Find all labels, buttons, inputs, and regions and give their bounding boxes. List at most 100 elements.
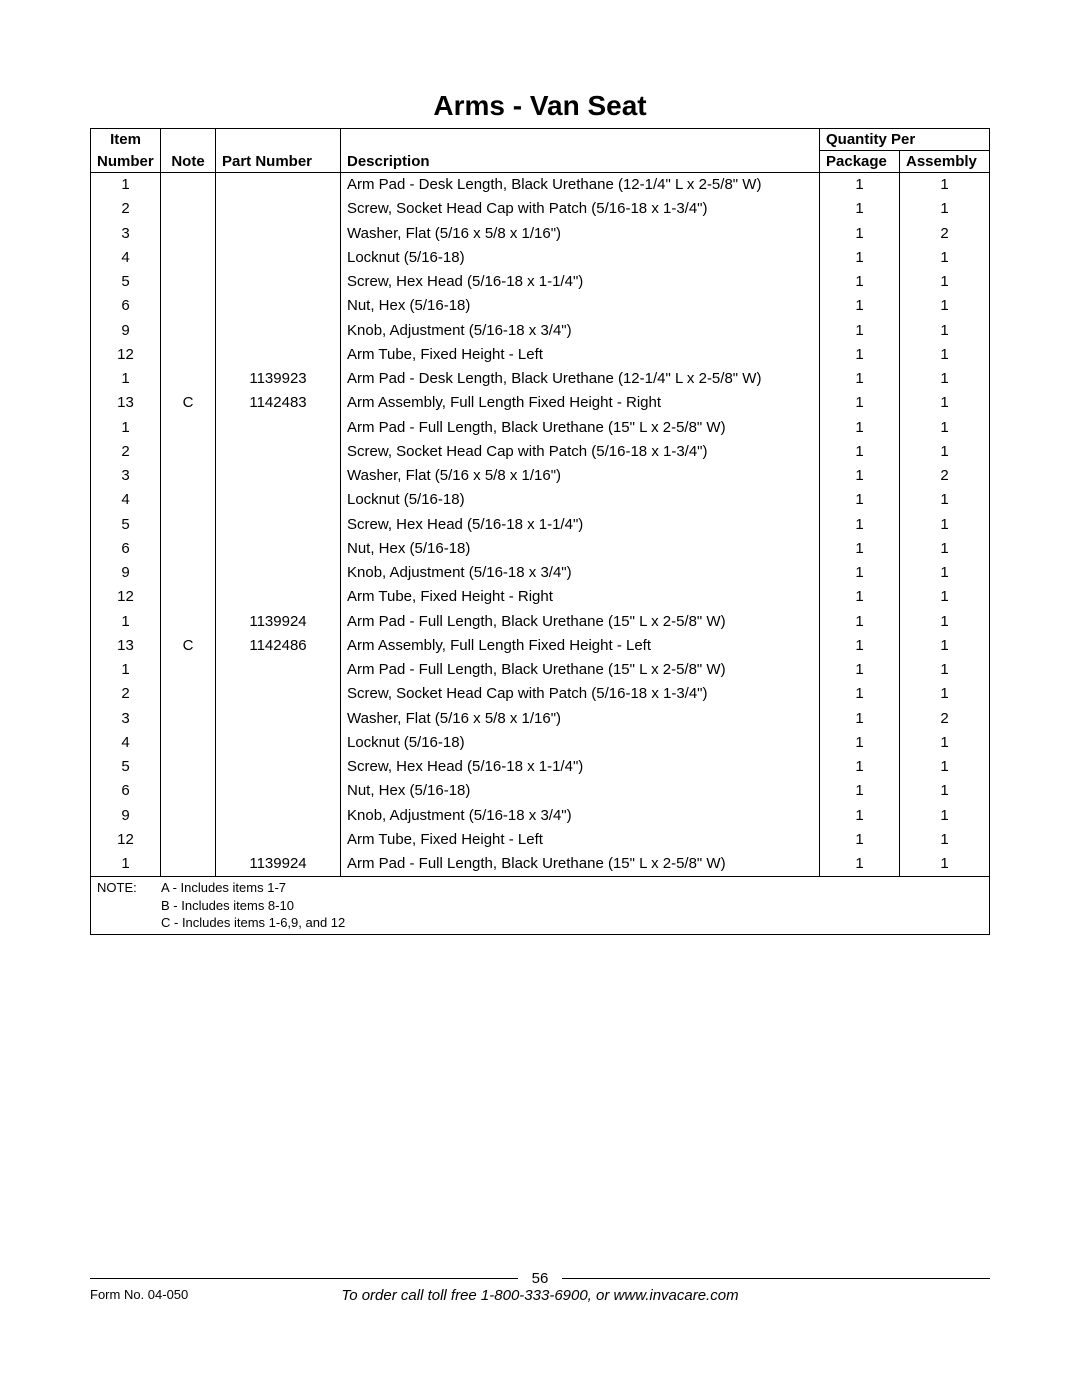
cell-part <box>216 416 341 440</box>
cell-desc: Screw, Socket Head Cap with Patch (5/16-… <box>341 197 820 221</box>
cell-pkg: 1 <box>820 755 900 779</box>
hdr-asm: Assembly <box>900 151 990 173</box>
cell-asm: 1 <box>900 828 990 852</box>
cell-note <box>161 707 216 731</box>
table-row: 6Nut, Hex (5/16-18)11 <box>91 537 990 561</box>
cell-part <box>216 222 341 246</box>
cell-note <box>161 440 216 464</box>
cell-note <box>161 731 216 755</box>
cell-part <box>216 707 341 731</box>
table-row: 9Knob, Adjustment (5/16-18 x 3/4")11 <box>91 804 990 828</box>
cell-item: 1 <box>91 658 161 682</box>
cell-asm: 1 <box>900 513 990 537</box>
table-row: 9Knob, Adjustment (5/16-18 x 3/4")11 <box>91 319 990 343</box>
cell-note <box>161 828 216 852</box>
cell-asm: 1 <box>900 561 990 585</box>
cell-pkg: 1 <box>820 391 900 415</box>
cell-part <box>216 804 341 828</box>
cell-pkg: 1 <box>820 828 900 852</box>
hdr-item: Number <box>91 151 161 173</box>
cell-asm: 1 <box>900 367 990 391</box>
table-row: 11139924Arm Pad - Full Length, Black Ure… <box>91 610 990 634</box>
cell-note <box>161 561 216 585</box>
cell-part <box>216 294 341 318</box>
cell-desc: Knob, Adjustment (5/16-18 x 3/4") <box>341 319 820 343</box>
table-row: 1 1139923Arm Pad - Desk Length, Black Ure… <box>91 367 990 391</box>
cell-pkg: 1 <box>820 731 900 755</box>
cell-note <box>161 319 216 343</box>
cell-pkg: 1 <box>820 852 900 877</box>
cell-asm: 1 <box>900 804 990 828</box>
cell-pkg: 1 <box>820 561 900 585</box>
table-row: 5Screw, Hex Head (5/16-18 x 1-1/4")11 <box>91 513 990 537</box>
cell-part: 1142486 <box>216 634 341 658</box>
cell-part <box>216 828 341 852</box>
hdr-pkg: Package <box>820 151 900 173</box>
notes-lines: A - Includes items 1-7B - Includes items… <box>161 879 345 932</box>
table-row: 6Nut, Hex (5/16-18)11 <box>91 779 990 803</box>
cell-part: 1139923 <box>216 367 341 391</box>
cell-asm: 1 <box>900 634 990 658</box>
cell-asm: 2 <box>900 707 990 731</box>
cell-pkg: 1 <box>820 804 900 828</box>
table-row: 3Washer, Flat (5/16 x 5/8 x 1/16")12 <box>91 707 990 731</box>
table-row: 2 Screw, Socket Head Cap with Patch (5/16… <box>91 197 990 221</box>
order-info: To order call toll free 1-800-333-6900, … <box>90 1287 990 1304</box>
cell-desc: Locknut (5/16-18) <box>341 246 820 270</box>
cell-pkg: 1 <box>820 610 900 634</box>
cell-part <box>216 319 341 343</box>
cell-part: 1139924 <box>216 852 341 877</box>
cell-asm: 1 <box>900 852 990 877</box>
cell-item: 5 <box>91 513 161 537</box>
cell-item: 2 <box>91 682 161 706</box>
cell-item: 4 <box>91 246 161 270</box>
cell-pkg: 1 <box>820 173 900 198</box>
table-row: 3Washer, Flat (5/16 x 5/8 x 1/16")12 <box>91 464 990 488</box>
table-row: 5Screw, Hex Head (5/16-18 x 1-1/4")11 <box>91 270 990 294</box>
cell-item: 12 <box>91 343 161 367</box>
cell-pkg: 1 <box>820 513 900 537</box>
cell-desc: Screw, Hex Head (5/16-18 x 1-1/4") <box>341 513 820 537</box>
cell-item: 5 <box>91 270 161 294</box>
cell-desc: Knob, Adjustment (5/16-18 x 3/4") <box>341 804 820 828</box>
cell-item: 9 <box>91 561 161 585</box>
table-row: 12Arm Tube, Fixed Height - Right11 <box>91 585 990 609</box>
cell-pkg: 1 <box>820 270 900 294</box>
cell-desc: Arm Pad - Desk Length, Black Urethane (1… <box>341 367 820 391</box>
cell-asm: 1 <box>900 173 990 198</box>
table-row: 4Locknut (5/16-18)11 <box>91 488 990 512</box>
cell-pkg: 1 <box>820 682 900 706</box>
cell-part <box>216 488 341 512</box>
cell-note <box>161 343 216 367</box>
cell-asm: 1 <box>900 585 990 609</box>
cell-desc: Locknut (5/16-18) <box>341 488 820 512</box>
cell-asm: 1 <box>900 537 990 561</box>
cell-note <box>161 270 216 294</box>
cell-part <box>216 173 341 198</box>
table-row: 12Arm Tube, Fixed Height - Left11 <box>91 343 990 367</box>
cell-item: 9 <box>91 319 161 343</box>
cell-item: 6 <box>91 779 161 803</box>
cell-part <box>216 658 341 682</box>
cell-item: 13 <box>91 634 161 658</box>
page-title: Arms - Van Seat <box>90 90 990 122</box>
cell-desc: Nut, Hex (5/16-18) <box>341 779 820 803</box>
cell-pkg: 1 <box>820 658 900 682</box>
cell-item: 2 <box>91 440 161 464</box>
cell-desc: Washer, Flat (5/16 x 5/8 x 1/16") <box>341 707 820 731</box>
cell-desc: Arm Pad - Full Length, Black Urethane (1… <box>341 416 820 440</box>
cell-pkg: 1 <box>820 319 900 343</box>
hdr-desc-blank <box>341 129 820 151</box>
cell-asm: 1 <box>900 391 990 415</box>
cell-pkg: 1 <box>820 537 900 561</box>
footer-rule-left <box>90 1278 518 1279</box>
cell-asm: 1 <box>900 658 990 682</box>
cell-desc: Screw, Hex Head (5/16-18 x 1-1/4") <box>341 270 820 294</box>
cell-note <box>161 779 216 803</box>
cell-desc: Screw, Socket Head Cap with Patch (5/16-… <box>341 440 820 464</box>
cell-note <box>161 246 216 270</box>
cell-item: 2 <box>91 197 161 221</box>
cell-note <box>161 513 216 537</box>
cell-pkg: 1 <box>820 464 900 488</box>
cell-part <box>216 561 341 585</box>
